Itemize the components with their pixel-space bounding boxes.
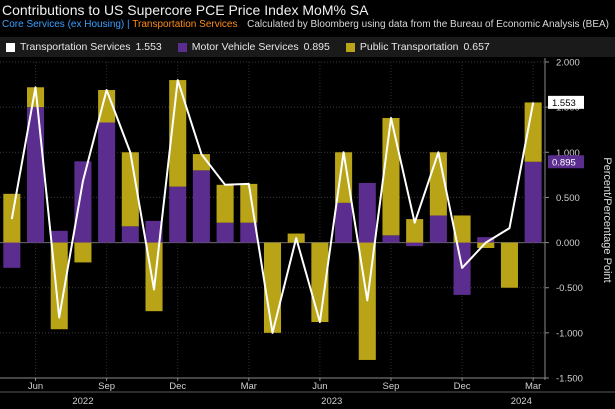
- bar-motor-vehicle-services[interactable]: [50, 230, 68, 243]
- line-transportation-services[interactable]: [10, 79, 535, 334]
- bar-public-transportation[interactable]: [406, 219, 424, 243]
- bar-public-transportation[interactable]: [263, 242, 282, 333]
- y-tick-label: -1.500: [556, 374, 583, 385]
- x-tick-label: Dec: [169, 381, 186, 392]
- bar-public-transportation[interactable]: [98, 89, 116, 123]
- x-tick-label: Sep: [98, 381, 115, 392]
- legend-item-transportation-services[interactable]: Transportation Services 1.553: [6, 41, 162, 53]
- last-value-transportation-services: 1.553: [552, 98, 576, 109]
- bar-public-transportation[interactable]: [169, 80, 187, 187]
- source-note: Calculated by Bloomberg using data from …: [247, 19, 609, 30]
- x-tick-label: Dec: [454, 381, 471, 392]
- last-value-motor-vehicle-services: 0.895: [552, 157, 576, 168]
- bar-motor-vehicle-services[interactable]: [169, 186, 187, 243]
- x-tick-label: Sep: [383, 381, 400, 392]
- bar-motor-vehicle-services[interactable]: [3, 242, 21, 268]
- legend-swatch-white: [6, 42, 15, 52]
- bar-public-transportation[interactable]: [74, 242, 92, 263]
- last-value-transportation-services-bg: [548, 95, 584, 109]
- bar-public-transportation[interactable]: [382, 117, 400, 236]
- bar-public-transportation[interactable]: [335, 152, 353, 203]
- bar-motor-vehicle-services[interactable]: [192, 170, 210, 243]
- x-tick-label: Jun: [28, 381, 43, 392]
- legend: Transportation Services 1.553 Motor Vehi…: [0, 37, 615, 57]
- legend-item-public-transportation[interactable]: Public Transportation 0.657: [345, 41, 490, 53]
- bar-motor-vehicle-services[interactable]: [335, 202, 353, 243]
- bar-motor-vehicle-services[interactable]: [216, 222, 234, 243]
- breadcrumb-transportation-services[interactable]: Transportation Services: [132, 19, 238, 30]
- legend-label: Transportation Services: [20, 41, 131, 53]
- bar-motor-vehicle-services[interactable]: [477, 237, 495, 243]
- y-tick-label: 0.500: [556, 193, 580, 204]
- legend-item-motor-vehicle-services[interactable]: Motor Vehicle Services 0.895: [177, 41, 330, 53]
- legend-swatch-olive: [345, 42, 355, 52]
- breadcrumb-separator: |: [127, 19, 130, 30]
- bar-motor-vehicle-services[interactable]: [429, 215, 447, 243]
- bar-motor-vehicle-services[interactable]: [358, 182, 376, 243]
- bar-public-transportation[interactable]: [311, 242, 329, 323]
- bar-motor-vehicle-services[interactable]: [145, 220, 163, 243]
- bar-motor-vehicle-services[interactable]: [406, 242, 424, 247]
- x-tick-label: Mar: [241, 381, 257, 392]
- bar-motor-vehicle-services[interactable]: [27, 107, 45, 243]
- legend-value: 0.657: [463, 41, 490, 53]
- legend-swatch-purple: [177, 42, 187, 52]
- legend-value: 1.553: [135, 41, 162, 53]
- chart-title: Contributions to US Supercore PCE Price …: [2, 2, 369, 18]
- legend-label: Motor Vehicle Services: [191, 41, 299, 53]
- y-tick-label: -1.000: [556, 328, 583, 339]
- x-tick-label: Mar: [525, 381, 541, 392]
- bar-public-transportation[interactable]: [216, 184, 234, 223]
- legend-label: Public Transportation: [359, 41, 459, 53]
- y-tick-label: 0.000: [556, 238, 580, 249]
- bar-public-transportation[interactable]: [500, 242, 518, 288]
- bar-public-transportation[interactable]: [477, 242, 495, 248]
- bar-motor-vehicle-services[interactable]: [98, 122, 116, 243]
- bar-public-transportation[interactable]: [50, 242, 68, 330]
- x-year-label: 2022: [72, 396, 93, 407]
- breadcrumb-core-services[interactable]: Core Services (ex Housing): [2, 19, 125, 30]
- bar-motor-vehicle-services[interactable]: [74, 161, 92, 243]
- y-tick-label: 2.000: [556, 58, 580, 69]
- last-value-motor-vehicle-services-bg: [548, 155, 584, 169]
- breadcrumb: Core Services (ex Housing) | Transportat…: [2, 19, 238, 30]
- bar-public-transportation[interactable]: [524, 102, 542, 162]
- legend-value: 0.895: [303, 41, 330, 53]
- bar-public-transportation[interactable]: [121, 152, 139, 227]
- bar-motor-vehicle-services[interactable]: [382, 235, 400, 243]
- y-axis-label: Percent/Percentage Point: [601, 157, 613, 282]
- x-year-label: 2024: [511, 396, 532, 407]
- bar-motor-vehicle-services[interactable]: [524, 161, 542, 243]
- bar-public-transportation[interactable]: [453, 215, 471, 243]
- y-tick-label: -0.500: [556, 283, 583, 294]
- y-tick-label: 1.000: [556, 148, 580, 159]
- bar-motor-vehicle-services[interactable]: [240, 222, 258, 243]
- bar-motor-vehicle-services[interactable]: [121, 226, 139, 243]
- x-year-label: 2023: [321, 396, 342, 407]
- x-tick-label: Jun: [312, 381, 327, 392]
